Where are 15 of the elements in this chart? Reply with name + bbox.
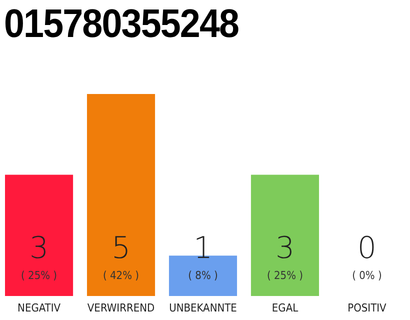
x-tick-label: EGAL — [272, 302, 299, 314]
annotation: ( 25% ) — [266, 269, 304, 282]
data-label: 3 — [275, 231, 295, 266]
x-tick-label: UNBEKANNTE — [169, 302, 237, 314]
x-tick-label: NEGATIV — [18, 302, 61, 314]
annotation: ( 8% ) — [188, 269, 218, 282]
data-label: 0 — [357, 231, 377, 266]
x-tick-label: POSITIV — [348, 302, 387, 314]
x-tick-label: VERWIRREND — [87, 302, 155, 314]
data-label: 5 — [111, 231, 131, 266]
annotation: ( 25% ) — [21, 269, 58, 282]
chart-title: 015780355248 — [4, 1, 240, 48]
annotation: ( 42% ) — [103, 269, 140, 282]
data-label: 3 — [29, 231, 49, 266]
annotation: ( 0% ) — [352, 269, 382, 282]
